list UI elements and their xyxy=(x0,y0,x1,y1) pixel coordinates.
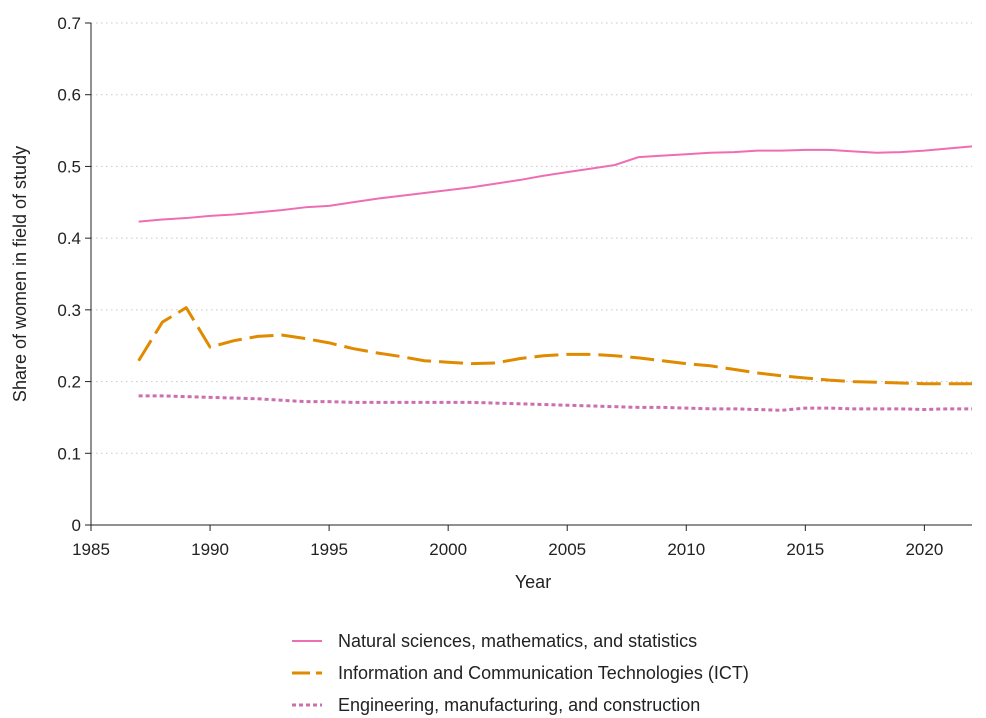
axes: 0 0.1 0.2 0.3 0.4 0.5 0.6 0.7 1985 1990 1995 2000 20… xyxy=(57,14,972,559)
legend-label-3: Engineering, manufacturing, and construc… xyxy=(338,695,700,715)
y-axis-title: Share of women in field of study xyxy=(10,146,30,402)
y-tick-label: 0 xyxy=(72,516,81,535)
legend-label-1: Natural sciences, mathematics, and stati… xyxy=(338,631,697,651)
y-tick-label: 0.7 xyxy=(57,14,81,33)
y-tick-label: 0.2 xyxy=(57,373,81,392)
y-tick-label: 0.6 xyxy=(57,86,81,105)
gridlines xyxy=(91,22,972,454)
x-tick-label: 1995 xyxy=(310,540,348,559)
legend-label-2: Information and Communication Technologi… xyxy=(338,663,749,683)
series-line-2 xyxy=(137,306,972,386)
y-tick-label: 0.4 xyxy=(57,229,81,248)
x-axis-title: Year xyxy=(515,572,551,592)
x-tick-label: 2020 xyxy=(905,540,943,559)
y-tick-label: 0.5 xyxy=(57,157,81,176)
data-series xyxy=(137,145,973,412)
x-tick-label: 2010 xyxy=(667,540,705,559)
y-tick-label: 0.1 xyxy=(57,444,81,463)
legend: Natural sciences, mathematics, and stati… xyxy=(292,631,749,715)
x-tick-label: 2000 xyxy=(429,540,467,559)
y-tick-label: 0.3 xyxy=(57,301,81,320)
x-tick-label: 2015 xyxy=(786,540,824,559)
series-line-3 xyxy=(138,394,972,412)
series-line-1 xyxy=(138,145,973,223)
x-tick-label: 2005 xyxy=(548,540,586,559)
x-tick-label: 1985 xyxy=(72,540,110,559)
x-tick-label: 1990 xyxy=(191,540,229,559)
